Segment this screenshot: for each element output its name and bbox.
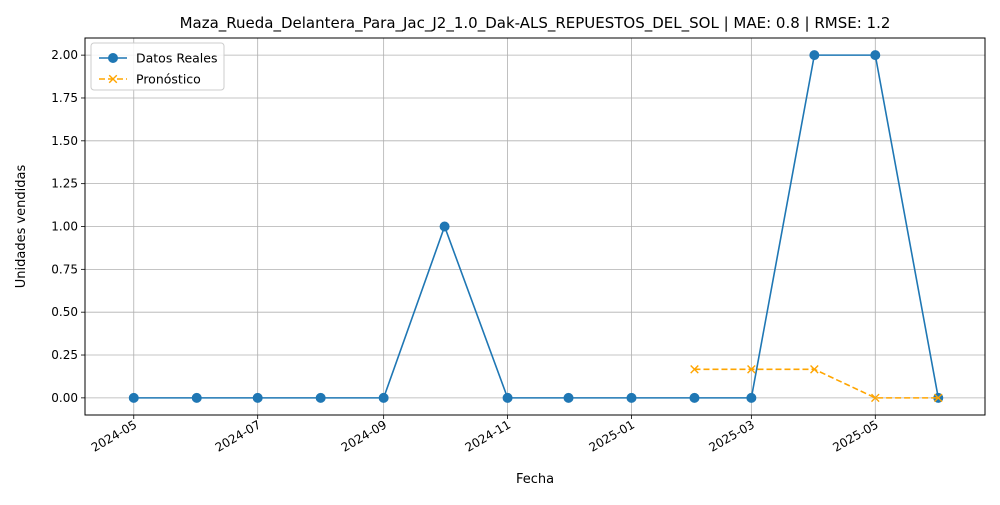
y-tick-label: 1.25 bbox=[51, 177, 78, 191]
y-tick-label: 0.75 bbox=[51, 262, 78, 276]
series-line-0 bbox=[133, 54, 940, 399]
data-point bbox=[439, 221, 450, 232]
data-point bbox=[809, 50, 820, 61]
y-tick-label: 1.00 bbox=[51, 220, 78, 234]
y-tick-label: 0.00 bbox=[51, 391, 78, 405]
data-point bbox=[378, 392, 389, 403]
data-point bbox=[626, 392, 637, 403]
data-point bbox=[746, 392, 757, 403]
data-point bbox=[870, 393, 880, 403]
data-point bbox=[252, 392, 263, 403]
legend-swatch-marker bbox=[108, 53, 118, 63]
chart-title: Maza_Rueda_Delantera_Para_Jac_J2_1.0_Dak… bbox=[180, 14, 891, 33]
data-point bbox=[315, 392, 326, 403]
y-tick-label: 0.50 bbox=[51, 305, 78, 319]
legend-label: Datos Reales bbox=[136, 51, 217, 66]
data-point bbox=[933, 393, 943, 403]
data-point bbox=[690, 365, 699, 374]
data-point bbox=[128, 392, 139, 403]
legend-label: Pronóstico bbox=[136, 72, 201, 87]
data-point bbox=[563, 392, 574, 403]
data-point bbox=[689, 392, 700, 403]
y-tick-label: 0.25 bbox=[51, 348, 78, 362]
data-point bbox=[502, 392, 513, 403]
data-point bbox=[747, 365, 756, 374]
y-axis-label: Unidades vendidas bbox=[14, 165, 29, 289]
data-point bbox=[870, 50, 881, 61]
legend-swatch-marker bbox=[108, 74, 118, 84]
y-tick-label: 2.00 bbox=[51, 48, 78, 62]
y-tick-label: 1.50 bbox=[51, 134, 78, 148]
series-layer bbox=[128, 50, 944, 403]
data-point bbox=[810, 365, 819, 374]
legend: Datos Reales Pronóstico bbox=[90, 42, 225, 91]
x-axis-label: Fecha bbox=[516, 472, 554, 487]
y-tick-label: 1.75 bbox=[51, 91, 78, 105]
data-point bbox=[191, 392, 202, 403]
legend-box bbox=[90, 42, 225, 91]
